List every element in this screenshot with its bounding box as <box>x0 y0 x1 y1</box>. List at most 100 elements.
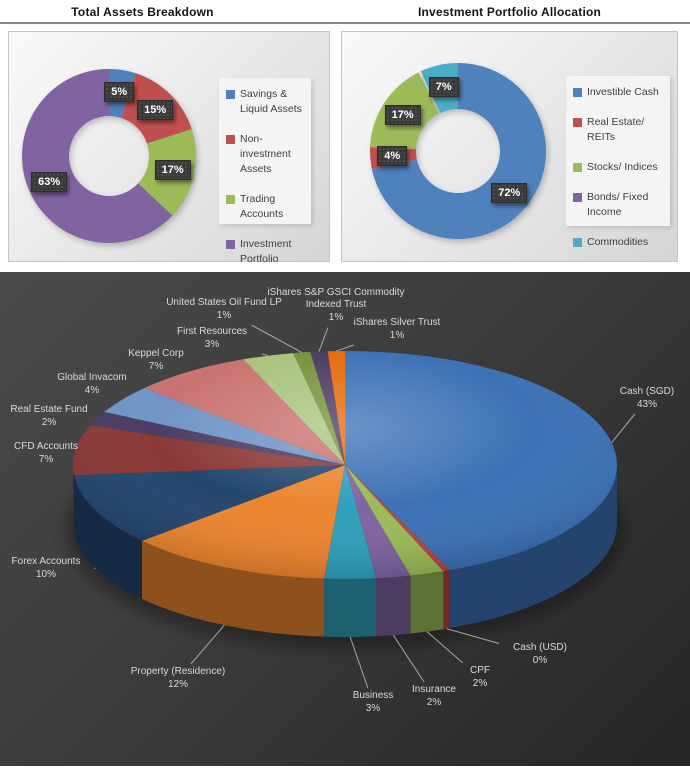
legend-label: Trading Accounts <box>240 193 284 220</box>
pie-wall-cash-usd <box>443 570 450 630</box>
pie-label-real-estate-fund: Real Estate Fund 2% <box>0 404 98 429</box>
pie-label-value: 2% <box>472 677 488 689</box>
legend-swatch <box>226 195 235 204</box>
pie-label-cash-usd: Cash (USD) 0% <box>501 642 579 667</box>
pie-label-insurance: Insurance 2% <box>403 684 465 709</box>
legend-label: Non-investment Assets <box>240 133 291 175</box>
leader-line-united-states-oil-fund-lp <box>251 324 303 353</box>
legend: Investible Cash Real Estate/ REITs Stocks/… <box>566 76 670 248</box>
pie-label-value: 2% <box>41 416 57 428</box>
pie-label-value: 7% <box>148 360 164 372</box>
legend-label: Stocks/ Indices <box>587 161 658 173</box>
pie-label-name: Keppel Corp <box>128 348 184 359</box>
legend-item-trading-accounts[interactable]: Trading Accounts <box>226 192 306 222</box>
pie-label-first-resources: First Resources 3% <box>164 326 260 351</box>
legend-swatch <box>573 118 582 127</box>
pie-label-cfd-accounts: CFD Accounts 7% <box>0 441 92 466</box>
pie-label-name: Global Invacom <box>57 372 127 383</box>
pie-label-value: 43% <box>636 398 657 410</box>
pie-label-value: 10% <box>35 568 56 580</box>
pie-wall-cfd-accounts <box>73 465 75 534</box>
leader-line-cash-sgd <box>611 413 636 443</box>
legend-swatch <box>573 163 582 172</box>
legend-item-investment-portfolio[interactable]: Investment Portfolio <box>226 237 306 267</box>
pie-label-global-invacom: Global Invacom 4% <box>43 372 141 397</box>
data-label-real-estate-reits: 4% <box>377 146 408 167</box>
data-label-stocks-indices: 17% <box>384 105 421 126</box>
legend-item-bonds-fixed-income[interactable]: Bonds/ Fixed Income <box>573 190 665 220</box>
data-label-savings-liquid-assets: 5% <box>104 81 135 102</box>
legend-swatch <box>573 88 582 97</box>
legend-label: Investment Portfolio <box>240 238 292 265</box>
data-label-investment-portfolio: 63% <box>31 171 68 192</box>
pie-label-keppel-corp: Keppel Corp 7% <box>116 348 196 373</box>
leader-line-property-residence <box>190 624 225 665</box>
chart-title-total-assets: Total Assets Breakdown <box>71 5 214 19</box>
pie-label-value: 0% <box>532 654 548 666</box>
pie-label-name: Forex Accounts <box>11 556 81 567</box>
pie-label-name: United States Oil Fund LP <box>166 297 282 308</box>
pie-label-value: 3% <box>365 702 381 714</box>
pie-label-united-states-oil-fund-lp: United States Oil Fund LP 1% <box>148 297 300 322</box>
legend-swatch <box>226 135 235 144</box>
pie-label-value: 7% <box>38 453 54 465</box>
legend-item-stocks-indices[interactable]: Stocks/ Indices <box>573 160 665 175</box>
legend-item-savings-liquid-assets[interactable]: Savings & Liquid Assets <box>226 87 306 117</box>
pie-label-name: Insurance <box>412 684 456 695</box>
pie-label-value: 2% <box>426 696 442 708</box>
pie-label-ishares-silver-trust: iShares Silver Trust 1% <box>337 317 457 342</box>
data-label-commodities: 7% <box>428 76 459 97</box>
donut-plot <box>22 69 196 244</box>
chart-title-investment-allocation: Investment Portfolio Allocation <box>417 5 602 19</box>
leader-line-first-resources <box>261 353 269 357</box>
pie-label-name: Property (Residence) <box>130 666 226 677</box>
leader-line-cash-usd <box>446 628 500 644</box>
pie-label-name: Real Estate Fund <box>10 404 88 415</box>
pie-label-ishares-s-p-gsci-commodity-indexed-trust: iShares S&P GSCI Commodity Indexed Trust… <box>260 287 412 325</box>
pie-label-name: iShares Silver Trust <box>353 317 441 328</box>
pie-label-value: 4% <box>84 384 100 396</box>
leader-line-cpf <box>426 631 464 664</box>
legend-label: Investible Cash <box>587 86 659 98</box>
pie-wall-cpf <box>410 571 444 634</box>
legend-label: Commodities <box>587 236 649 248</box>
leader-line-business <box>349 636 369 689</box>
pie-label-name: CFD Accounts <box>14 441 78 452</box>
legend-item-real-estate-reits[interactable]: Real Estate/ REITs <box>573 115 665 145</box>
donut-slice-investment-portfolio[interactable] <box>22 69 173 244</box>
asset-allocation-3d-pie-chart[interactable]: Cash (SGD) 43% Cash (USD) 0% CPF 2% Insurance 2… <box>0 272 690 766</box>
legend-label: Real Estate/ REITs <box>587 116 645 143</box>
pie-label-value: 1% <box>328 311 344 323</box>
pie-label-name: Business <box>352 690 394 701</box>
leader-line-ishares-s-p-gsci-commodity-indexed-trust <box>318 327 329 352</box>
legend-swatch <box>573 193 582 202</box>
pie-label-property-residence: Property (Residence) 12% <box>115 666 241 691</box>
data-label-non-investment-assets: 15% <box>137 99 174 120</box>
legend-label: Savings & Liquid Assets <box>240 88 302 115</box>
pie-label-forex-accounts: Forex Accounts 10% <box>0 556 92 581</box>
pie-label-name: First Resources <box>176 326 247 337</box>
title-divider <box>0 22 690 24</box>
legend-swatch <box>226 240 235 249</box>
pie-label-cpf: CPF 2% <box>460 665 500 690</box>
pie-label-name: Cash (SGD) <box>619 386 675 397</box>
legend-swatch <box>226 90 235 99</box>
pie-label-value: 1% <box>389 329 405 341</box>
investment-allocation-donut-chart[interactable]: 72% 4% 17% 7% Investible Cash Real Estate/ RE… <box>341 31 678 262</box>
pie-label-name: iShares S&P GSCI Commodity Indexed Trust <box>267 286 405 311</box>
total-assets-donut-chart[interactable]: 5% 15% 17% 63% Savings & Liquid Assets Non-in… <box>8 31 330 265</box>
pie-label-business: Business 3% <box>344 690 402 715</box>
pie-label-name: CPF <box>470 665 490 676</box>
legend: Savings & Liquid Assets Non-investment As… <box>219 78 311 265</box>
pie-wall-business <box>324 578 377 637</box>
legend-item-commodities[interactable]: Commodities <box>573 235 665 250</box>
legend-item-investible-cash[interactable]: Investible Cash <box>573 85 665 100</box>
legend-swatch <box>573 238 582 247</box>
pie-label-name: Cash (USD) <box>513 642 567 653</box>
data-label-investible-cash: 72% <box>491 182 528 203</box>
data-label-trading-accounts: 17% <box>154 160 191 181</box>
pie-wall-insurance <box>376 575 411 637</box>
legend-item-non-investment-assets[interactable]: Non-investment Assets <box>226 132 306 177</box>
pie-wall-cash-sgd <box>449 465 617 629</box>
